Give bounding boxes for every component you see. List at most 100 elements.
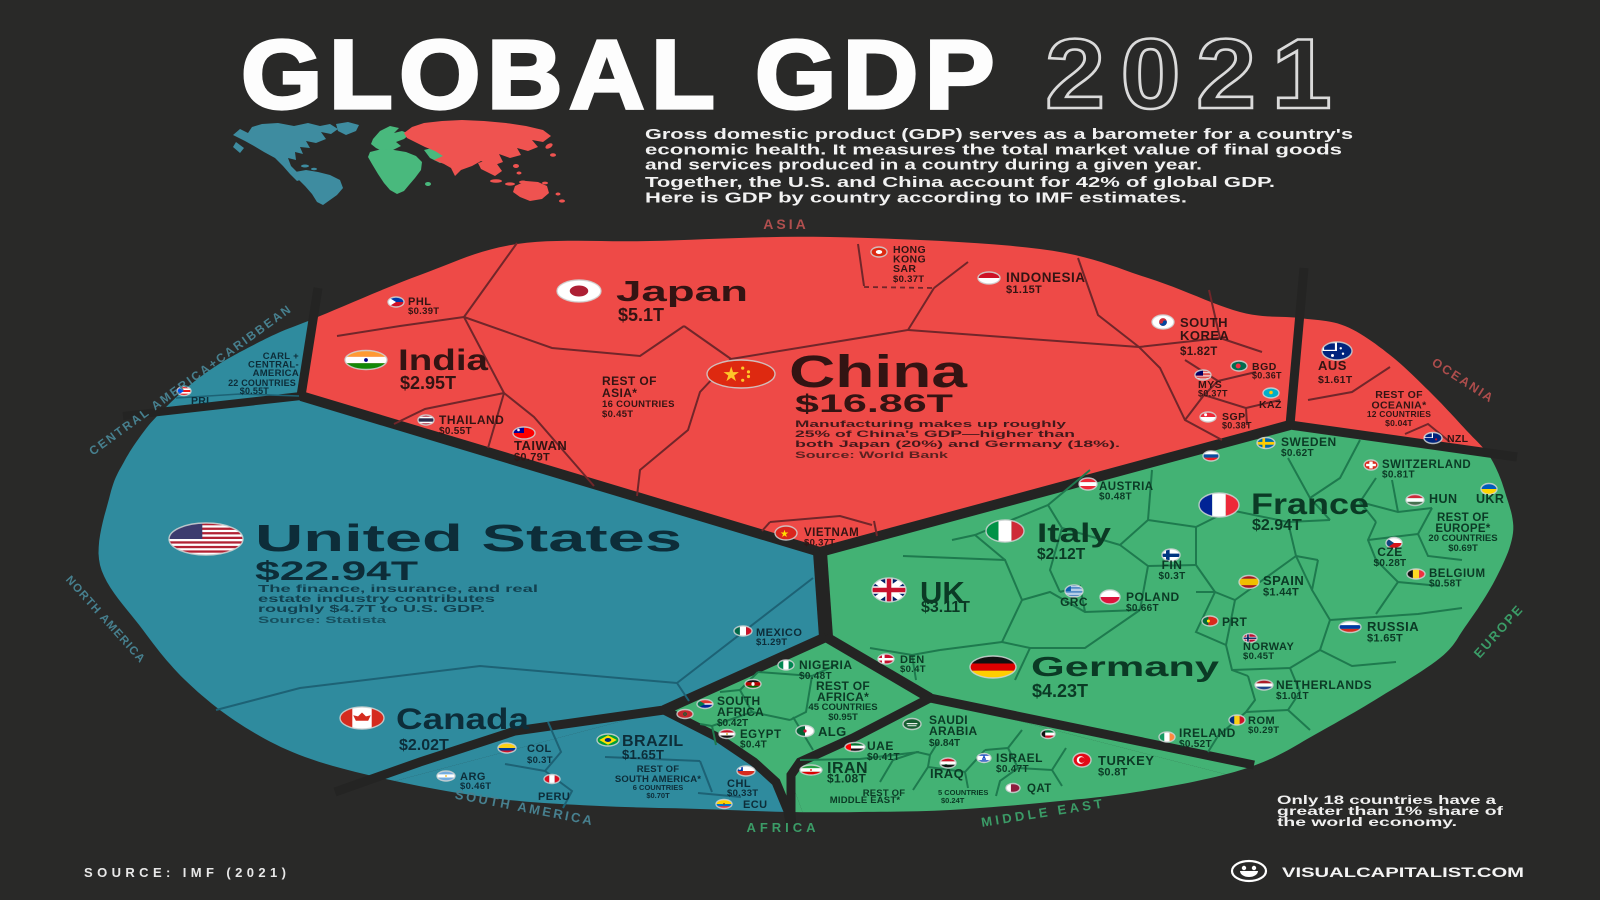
- svg-text:$0.24T: $0.24T: [941, 796, 965, 805]
- svg-text:★: ★: [722, 364, 740, 386]
- svg-text:and services produced in a cou: and services produced in a country durin…: [645, 158, 1202, 174]
- svg-text:THAILAND: THAILAND: [439, 413, 504, 427]
- svg-text:$1.29T: $1.29T: [756, 637, 787, 648]
- svg-text:$0.37T: $0.37T: [804, 537, 835, 548]
- svg-text:UKR: UKR: [1476, 492, 1504, 506]
- svg-text:HUN: HUN: [1429, 492, 1458, 506]
- svg-text:20 COUNTRIES: 20 COUNTRIES: [1428, 533, 1497, 544]
- svg-text:TURKEY: TURKEY: [1098, 753, 1154, 768]
- svg-text:25% of China's GDP—higher than: 25% of China's GDP—higher than: [795, 429, 1075, 440]
- svg-text:$0.48T: $0.48T: [799, 671, 832, 682]
- svg-text:AFRICA*: AFRICA*: [817, 690, 869, 704]
- svg-text:$0.3T: $0.3T: [1158, 571, 1185, 582]
- svg-text:$16.86T: $16.86T: [795, 390, 953, 418]
- svg-text:ISRAEL: ISRAEL: [996, 751, 1043, 765]
- svg-text:REST OF: REST OF: [602, 374, 657, 388]
- svg-text:$0.55T: $0.55T: [240, 386, 270, 396]
- svg-text:$0.41T: $0.41T: [867, 752, 900, 763]
- svg-text:$0.66T: $0.66T: [1126, 603, 1159, 614]
- svg-text:$0.69T: $0.69T: [1448, 543, 1478, 554]
- svg-text:$0.58T: $0.58T: [1429, 578, 1462, 589]
- svg-text:$0.36T: $0.36T: [1252, 371, 1282, 381]
- svg-text:COL: COL: [527, 743, 552, 755]
- svg-text:★: ★: [780, 529, 789, 540]
- svg-text:ASIA: ASIA: [763, 216, 808, 232]
- svg-text:IRELAND: IRELAND: [1179, 726, 1236, 740]
- svg-text:IRAQ: IRAQ: [930, 766, 964, 781]
- svg-text:$0.47T: $0.47T: [996, 764, 1029, 775]
- svg-text:SOUTH AMERICA*: SOUTH AMERICA*: [615, 774, 701, 785]
- svg-text:6 COUNTRIES: 6 COUNTRIES: [633, 783, 683, 792]
- svg-text:NORWAY: NORWAY: [1243, 641, 1294, 653]
- svg-text:the world economy.: the world economy.: [1277, 817, 1457, 829]
- svg-text:$0.95T: $0.95T: [828, 712, 858, 723]
- svg-text:ARABIA: ARABIA: [929, 724, 977, 738]
- svg-text:$0.45T: $0.45T: [602, 409, 633, 420]
- svg-text:$0.46T: $0.46T: [460, 781, 491, 792]
- svg-text:DEN: DEN: [900, 654, 925, 666]
- svg-text:REST OF: REST OF: [816, 679, 870, 693]
- svg-text:India: India: [398, 344, 488, 377]
- svg-text:2021: 2021: [1045, 18, 1347, 129]
- svg-text:EUROPE*: EUROPE*: [1435, 523, 1490, 535]
- svg-text:Source: Statista: Source: Statista: [258, 615, 387, 626]
- svg-text:PRI: PRI: [191, 395, 209, 407]
- svg-text:$1.01T: $1.01T: [1276, 691, 1309, 702]
- svg-text:both Japan (20%) and Germany (: both Japan (20%) and Germany (18%).: [795, 439, 1120, 450]
- svg-text:ROM: ROM: [1248, 715, 1275, 727]
- svg-text:ALG: ALG: [818, 724, 847, 739]
- svg-text:$0.62T: $0.62T: [1281, 448, 1314, 459]
- svg-text:$2.94T: $2.94T: [1252, 517, 1302, 534]
- svg-text:$0.8T: $0.8T: [1098, 767, 1128, 779]
- svg-text:SGP: SGP: [1222, 411, 1246, 423]
- svg-text:KOREA: KOREA: [1180, 328, 1230, 343]
- svg-text:Germany: Germany: [1031, 651, 1220, 682]
- svg-text:Here is GDP by country accordi: Here is GDP by country according to IMF …: [645, 190, 1187, 206]
- svg-text:$0.04T: $0.04T: [1385, 418, 1413, 428]
- svg-text:SWITZERLAND: SWITZERLAND: [1382, 459, 1471, 471]
- svg-text:$2.95T: $2.95T: [400, 373, 456, 393]
- svg-text:ECU: ECU: [743, 799, 767, 811]
- svg-text:POLAND: POLAND: [1126, 590, 1180, 604]
- svg-text:Source: World Bank: Source: World Bank: [795, 450, 950, 460]
- svg-text:OCEANIA*: OCEANIA*: [1372, 400, 1428, 412]
- svg-text:RUSSIA: RUSSIA: [1367, 619, 1419, 634]
- svg-text:$0.3T: $0.3T: [527, 755, 553, 766]
- svg-text:CARL +: CARL +: [263, 351, 299, 362]
- svg-text:CHL: CHL: [727, 778, 751, 790]
- svg-text:$0.55T: $0.55T: [439, 426, 472, 437]
- svg-text:16 COUNTRIES: 16 COUNTRIES: [602, 399, 675, 410]
- svg-text:NETHERLANDS: NETHERLANDS: [1276, 678, 1372, 692]
- svg-text:$1.65T: $1.65T: [1367, 633, 1403, 645]
- svg-text:$0.45T: $0.45T: [1243, 651, 1274, 662]
- svg-text:AUSTRIA: AUSTRIA: [1099, 481, 1154, 493]
- svg-text:IRAN: IRAN: [827, 760, 868, 777]
- svg-text:ARG: ARG: [460, 771, 486, 783]
- svg-text:REST OF: REST OF: [637, 764, 680, 775]
- svg-text:$0.70T: $0.70T: [646, 791, 670, 800]
- svg-text:NZL: NZL: [1447, 433, 1469, 445]
- svg-text:BELGIUM: BELGIUM: [1429, 568, 1486, 580]
- svg-text:Manufacturing makes up roughly: Manufacturing makes up roughly: [795, 419, 1067, 430]
- svg-text:$0.42T: $0.42T: [717, 718, 748, 729]
- svg-text:Japan: Japan: [616, 276, 748, 308]
- svg-text:roughly $4.7T to U.S. GDP.: roughly $4.7T to U.S. GDP.: [258, 604, 485, 615]
- svg-text:PRT: PRT: [1222, 615, 1247, 629]
- svg-text:CZE: CZE: [1377, 545, 1403, 559]
- svg-text:MEXICO: MEXICO: [756, 627, 802, 639]
- svg-text:$1.44T: $1.44T: [1263, 587, 1299, 599]
- svg-text:France: France: [1251, 488, 1369, 521]
- svg-text:VIETNAM: VIETNAM: [804, 527, 859, 539]
- svg-text:MIDDLE EAST*: MIDDLE EAST*: [830, 795, 901, 806]
- svg-text:UAE: UAE: [867, 739, 894, 753]
- svg-text:SAUDI: SAUDI: [929, 713, 968, 727]
- svg-text:$1.61T: $1.61T: [1318, 374, 1353, 386]
- svg-text:$0.37T: $0.37T: [893, 274, 924, 285]
- svg-text:BRAZIL: BRAZIL: [622, 733, 684, 750]
- svg-text:$3.11T: $3.11T: [921, 599, 970, 616]
- svg-text:$0.28T: $0.28T: [1374, 558, 1407, 569]
- svg-text:China: China: [789, 346, 968, 397]
- svg-text:HONG: HONG: [893, 244, 926, 256]
- svg-text:$0.29T: $0.29T: [1248, 725, 1279, 736]
- svg-text:REST OF: REST OF: [1375, 389, 1423, 401]
